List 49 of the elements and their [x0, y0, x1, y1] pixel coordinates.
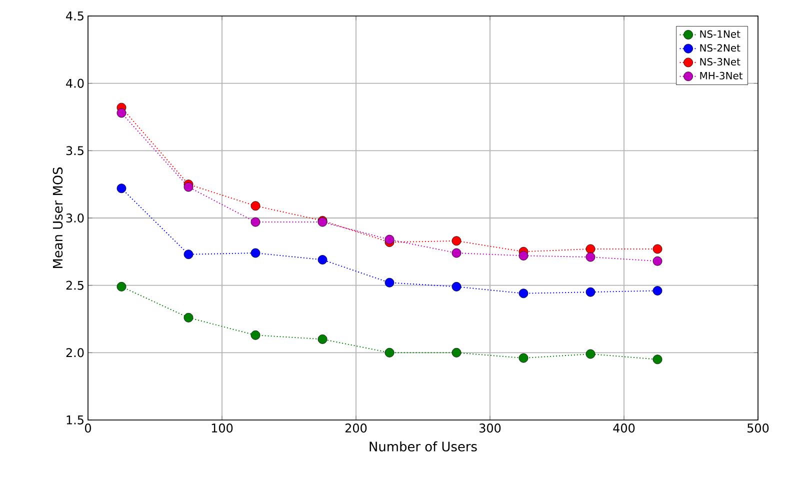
y-tick-label: 2.0	[66, 348, 84, 358]
point	[452, 282, 462, 292]
y-axis-title: Mean User MOS	[52, 167, 63, 268]
x-tick-label: 100	[212, 424, 233, 433]
point	[452, 236, 462, 246]
y-tick-label: 3.0	[66, 213, 84, 223]
point	[586, 349, 596, 359]
x-tick-label: 500	[748, 424, 769, 433]
point	[116, 282, 126, 292]
x-tick-label: 0	[84, 424, 92, 433]
legend-label: MH-3Net	[700, 72, 743, 80]
legend-label: NS-3Net	[700, 58, 740, 66]
point	[250, 248, 260, 258]
point	[184, 250, 194, 260]
point	[518, 353, 528, 363]
point	[116, 108, 126, 118]
point	[586, 252, 596, 262]
point	[518, 288, 528, 298]
point	[518, 251, 528, 260]
x-axis-title: Number of Users	[370, 441, 477, 452]
point	[652, 286, 662, 296]
y-tick-label: 2.5	[66, 280, 84, 290]
point	[652, 244, 662, 254]
x-tick-label: 300	[480, 424, 501, 433]
legend-label: NS-2Net	[700, 44, 740, 52]
y-tick-label: 3.5	[66, 146, 84, 156]
legend-label: NS-1Net	[700, 30, 740, 38]
point	[586, 287, 596, 297]
point	[116, 184, 126, 194]
y-tick-label: 4.5	[66, 12, 84, 20]
x-tick-label: 400	[613, 424, 635, 433]
point	[586, 244, 596, 254]
point	[652, 354, 662, 364]
point	[452, 348, 462, 358]
point	[318, 334, 328, 344]
point	[184, 182, 194, 192]
point	[250, 330, 260, 340]
point	[452, 248, 462, 258]
point	[250, 201, 260, 211]
point	[250, 217, 260, 227]
point	[184, 312, 194, 322]
y-tick-label: 1.5	[66, 416, 84, 424]
point	[384, 348, 394, 358]
point	[652, 256, 662, 266]
point	[384, 234, 394, 244]
point	[384, 278, 394, 288]
x-tick-label: 200	[345, 424, 367, 433]
point	[318, 255, 328, 264]
y-tick-label: 4.0	[66, 78, 84, 88]
